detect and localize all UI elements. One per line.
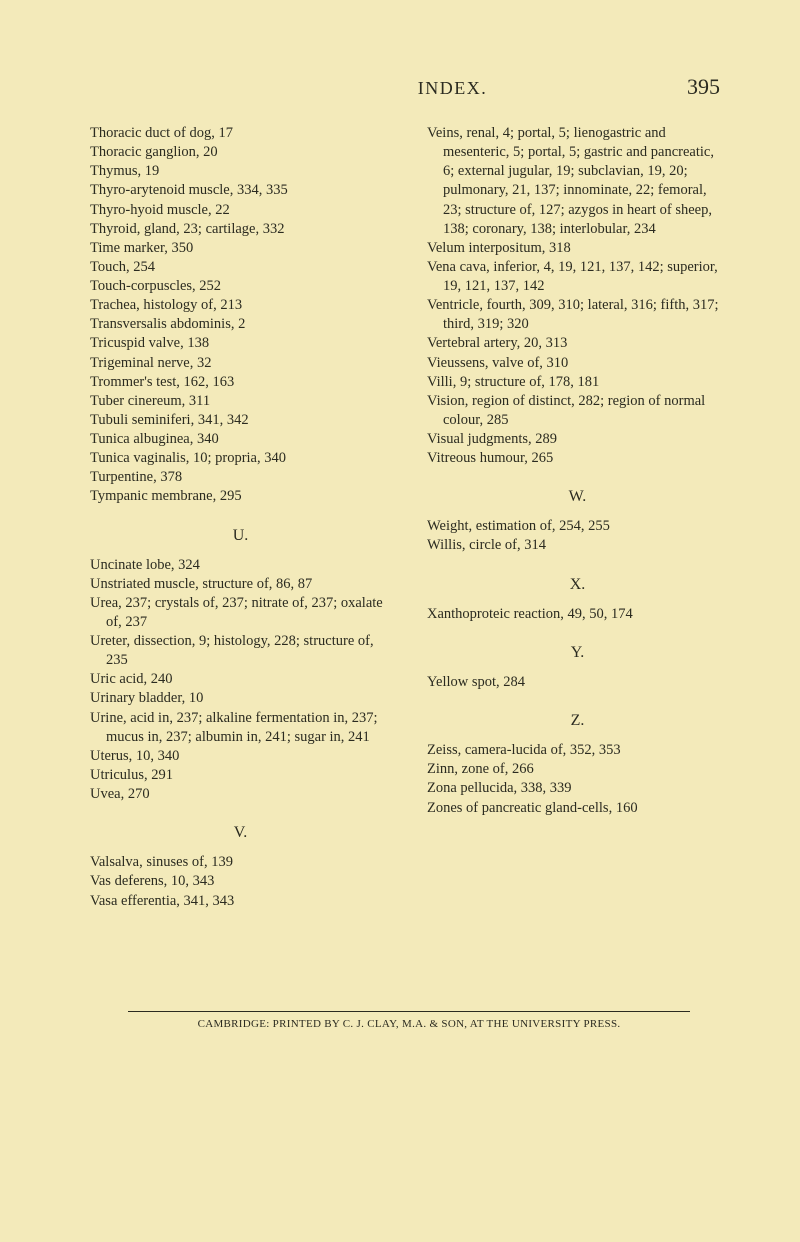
index-entry: Weight, estimation of, 254, 255 (427, 517, 728, 536)
right-column: Veins, renal, 4; portal, 5; lienogastric… (427, 124, 728, 911)
index-entry: Tubuli seminiferi, 341, 342 (90, 411, 391, 430)
section-letter-w: W. (427, 486, 728, 507)
index-entry: Thyroid, gland, 23; cartilage, 332 (90, 220, 391, 239)
index-entry: Turpentine, 378 (90, 468, 391, 487)
index-entry: Uric acid, 240 (90, 670, 391, 689)
index-entry: Willis, circle of, 314 (427, 536, 728, 555)
index-entry: Trachea, histology of, 213 (90, 296, 391, 315)
section-letter-y: Y. (427, 642, 728, 663)
index-entry: Utriculus, 291 (90, 766, 391, 785)
columns: Thoracic duct of dog, 17 Thoracic gangli… (90, 124, 728, 911)
index-entry: Zones of pancreatic gland-cells, 160 (427, 799, 728, 818)
index-entry: Unstriated muscle, structure of, 86, 87 (90, 575, 391, 594)
index-entry: Trommer's test, 162, 163 (90, 373, 391, 392)
index-entry: Zinn, zone of, 266 (427, 760, 728, 779)
index-entry: Yellow spot, 284 (427, 673, 728, 692)
index-entry: Tuber cinereum, 311 (90, 392, 391, 411)
index-entry: Velum interpositum, 318 (427, 239, 728, 258)
index-entry: Xanthoproteic reaction, 49, 50, 174 (427, 605, 728, 624)
section-letter-x: X. (427, 574, 728, 595)
index-entry: Touch-corpuscles, 252 (90, 277, 391, 296)
index-entry: Veins, renal, 4; portal, 5; lienogastric… (427, 124, 728, 239)
index-entry: Zeiss, camera-lucida of, 352, 353 (427, 741, 728, 760)
index-entry: Valsalva, sinuses of, 139 (90, 853, 391, 872)
index-entry: Urinary bladder, 10 (90, 689, 391, 708)
index-entry: Vitreous humour, 265 (427, 449, 728, 468)
page-number: 395 (687, 74, 720, 100)
index-entry: Tunica vaginalis, 10; propria, 340 (90, 449, 391, 468)
index-entry: Ureter, dissection, 9; histology, 228; s… (90, 632, 391, 670)
index-entry: Urea, 237; crystals of, 237; nitrate of,… (90, 594, 391, 632)
header-title: INDEX. (418, 78, 488, 99)
index-entry: Visual judgments, 289 (427, 430, 728, 449)
index-entry: Vena cava, inferior, 4, 19, 121, 137, 14… (427, 258, 728, 296)
index-entry: Thyro-arytenoid muscle, 334, 335 (90, 181, 391, 200)
section-letter-v: V. (90, 822, 391, 843)
section-letter-u: U. (90, 525, 391, 546)
index-entry: Trigeminal nerve, 32 (90, 354, 391, 373)
index-entry: Uncinate lobe, 324 (90, 556, 391, 575)
left-column: Thoracic duct of dog, 17 Thoracic gangli… (90, 124, 391, 911)
index-entry: Uvea, 270 (90, 785, 391, 804)
index-entry: Vas deferens, 10, 343 (90, 872, 391, 891)
index-entry: Time marker, 350 (90, 239, 391, 258)
index-entry: Vertebral artery, 20, 313 (427, 334, 728, 353)
index-entry: Thoracic duct of dog, 17 (90, 124, 391, 143)
index-entry: Tympanic membrane, 295 (90, 487, 391, 506)
index-entry: Vieussens, valve of, 310 (427, 354, 728, 373)
index-entry: Uterus, 10, 340 (90, 747, 391, 766)
index-entry: Urine, acid in, 237; alkaline fermentati… (90, 709, 391, 747)
index-entry: Vision, region of distinct, 282; region … (427, 392, 728, 430)
header-row: INDEX. 395 (90, 74, 728, 100)
index-entry: Transversalis abdominis, 2 (90, 315, 391, 334)
index-entry: Zona pellucida, 338, 339 (427, 779, 728, 798)
index-entry: Tunica albuginea, 340 (90, 430, 391, 449)
footer-imprint: CAMBRIDGE: PRINTED BY C. J. CLAY, M.A. &… (128, 1011, 689, 1030)
index-entry: Villi, 9; structure of, 178, 181 (427, 373, 728, 392)
index-entry: Touch, 254 (90, 258, 391, 277)
index-entry: Thyro-hyoid muscle, 22 (90, 201, 391, 220)
index-entry: Tricuspid valve, 138 (90, 334, 391, 353)
index-entry: Thoracic ganglion, 20 (90, 143, 391, 162)
section-letter-z: Z. (427, 710, 728, 731)
index-entry: Vasa efferentia, 341, 343 (90, 892, 391, 911)
page: INDEX. 395 Thoracic duct of dog, 17 Thor… (0, 0, 800, 1242)
index-entry: Ventricle, fourth, 309, 310; lateral, 31… (427, 296, 728, 334)
index-entry: Thymus, 19 (90, 162, 391, 181)
